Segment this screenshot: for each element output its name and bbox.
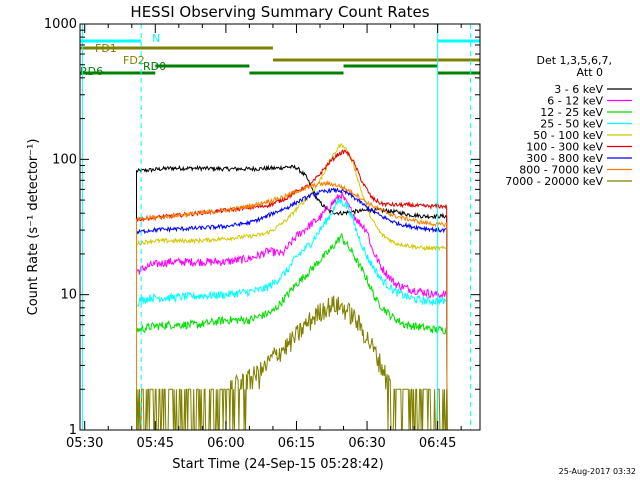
legend-label-6-12-kev: 6 - 12 keV [547, 95, 603, 108]
time-markers [81, 24, 472, 430]
status-label-rd0: RD0 [143, 60, 166, 73]
x-tick-label: 06:45 [419, 436, 456, 451]
series-line-6-12-kev [136, 191, 448, 431]
status-label-fd1: FD1 [95, 42, 117, 55]
plot-frame [79, 23, 481, 431]
series-line-7000-20000-kev [136, 295, 448, 431]
chart-title: HESSI Observing Summary Count Rates [130, 3, 429, 21]
series-line-800-7000-kev [136, 179, 448, 431]
legend-label-50-100-kev: 50 - 100 keV [533, 129, 603, 142]
x-tick-label: 05:45 [137, 436, 174, 451]
axes: 05:30 05:45 06:00 06:15 06:30 06:45 1 10 100 1000 [44, 17, 480, 451]
y-tick-label: 1000 [44, 17, 77, 32]
x-tick-label: 06:15 [278, 436, 315, 451]
legend-label-800-7000-kev: 800 - 7000 keV [519, 164, 603, 177]
legend-label-3-6-kev: 3 - 6 keV [554, 83, 603, 96]
legend-label-7000-20000-kev: 7000 - 20000 keV [505, 175, 603, 188]
x-axis-label: Start Time (24-Sep-15 05:28:42) [172, 457, 383, 472]
plot-series [136, 142, 448, 431]
x-tick-label: 06:00 [207, 436, 244, 451]
series-line-300-800-kev [136, 187, 448, 431]
legend-label-300-800-kev: 300 - 800 keV [526, 152, 603, 165]
status-label-fd2: FD2 [123, 54, 145, 67]
series-line-25-50-kev [136, 197, 448, 431]
x-tick-label: 05:30 [66, 436, 103, 451]
generated-date: 25-Aug-2017 03:32 [559, 467, 636, 476]
legend-label-100-300-kev: 100 - 300 keV [526, 141, 603, 154]
series-line-50-100-kev [136, 142, 448, 431]
legend-label-25-50-kev: 25 - 50 keV [540, 118, 603, 131]
y-tick-label: 100 [52, 152, 77, 167]
y-axis-label: Count Rate (s⁻¹ detector⁻¹) [26, 139, 41, 316]
legend-header-line: Det 1,3,5,6,7, [536, 54, 612, 67]
y-tick-label: 10 [60, 288, 77, 303]
series-line-3-6-kev [136, 164, 448, 431]
legend-header-line: Att 0 [577, 66, 603, 79]
legend-label-12-25-kev: 12 - 25 keV [540, 106, 603, 119]
series-line-12-25-kev [136, 232, 448, 431]
y-tick-label: 1 [69, 423, 77, 438]
status-label-rd6: RD6 [80, 65, 103, 78]
status-label-n: N [152, 32, 160, 45]
x-tick-label: 06:30 [348, 436, 385, 451]
